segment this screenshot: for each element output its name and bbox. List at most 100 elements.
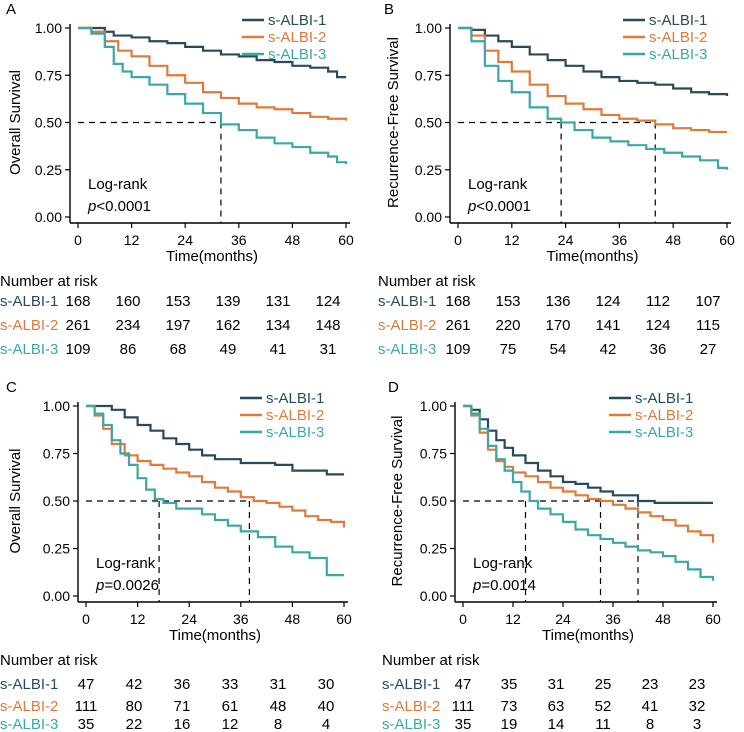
- x-tick-label: 24: [177, 232, 193, 248]
- legend-label: s-ALBI-1: [268, 12, 326, 29]
- p-value-number: =0.0014: [481, 577, 536, 594]
- p-value: p=0.0014: [472, 577, 536, 594]
- km-panel-b: B 0.00 0.25 0.50 0.75 1.00 0 12 24 36 48 60 Time(mon…: [378, 1, 735, 358]
- test-label: Log-rank: [88, 176, 148, 193]
- survival-curve-s-albi-1: [86, 404, 344, 476]
- p-value: p<0.0001: [87, 198, 151, 215]
- panel-letter: D: [388, 379, 399, 396]
- risk-value: 47: [455, 676, 472, 693]
- risk-value: 111: [452, 698, 475, 715]
- legend-label: s-ALBI-1: [649, 12, 707, 29]
- y-tick-label: 0.00: [35, 209, 62, 225]
- x-tick-label: 48: [285, 611, 301, 627]
- y-tick-label: 1.00: [415, 20, 442, 36]
- y-tick-label: 0.25: [415, 162, 442, 178]
- risk-value: 109: [65, 341, 90, 358]
- km-panel-d: D 0.00 0.25 0.50 0.75 1.00 0 12 24 36 48 60 Time(mon…: [382, 379, 721, 732]
- risk-value: 109: [445, 341, 470, 358]
- risk-table-header: Number at risk: [382, 652, 480, 669]
- risk-value: 197: [165, 317, 190, 334]
- survival-curve-s-albi-2: [86, 404, 346, 528]
- risk-row-label: s-ALBI-1: [382, 676, 440, 693]
- y-axis-label: Recurrence-Free Survival: [385, 37, 402, 208]
- x-tick-label: 60: [336, 611, 352, 627]
- risk-row-label: s-ALBI-2: [378, 317, 436, 334]
- risk-value: 220: [495, 317, 520, 334]
- risk-value: 52: [595, 698, 612, 715]
- x-tick-label: 36: [605, 611, 621, 627]
- risk-value: 131: [265, 293, 290, 310]
- x-tick-label: 60: [338, 232, 354, 248]
- risk-value: 153: [495, 293, 520, 310]
- risk-value: 22: [126, 716, 143, 732]
- risk-row-label: s-ALBI-3: [382, 716, 440, 732]
- risk-value: 111: [75, 698, 98, 715]
- km-panel-a: A 0.00 0.25 0.50 0.75 1.00 0 12 24 36 48 60 Time(mon…: [0, 1, 354, 358]
- risk-value: 41: [270, 341, 287, 358]
- risk-value: 54: [550, 341, 567, 358]
- survival-curve-s-albi-1: [78, 26, 346, 79]
- x-tick-label: 0: [454, 232, 462, 248]
- risk-value: 124: [645, 317, 670, 334]
- x-axis-label: Time(months): [169, 627, 261, 644]
- y-tick-label: 0.75: [415, 67, 442, 83]
- y-tick-label: 0.75: [43, 446, 70, 462]
- y-axis-label: Overall Survival: [7, 70, 24, 175]
- y-tick-label: 1.00: [43, 398, 70, 414]
- risk-row-label: s-ALBI-2: [382, 698, 440, 715]
- y-tick-label: 0.00: [420, 588, 447, 604]
- legend-label: s-ALBI-1: [635, 390, 693, 407]
- risk-value: 27: [700, 341, 717, 358]
- risk-value: 32: [689, 698, 706, 715]
- y-tick-label: 0.00: [43, 588, 70, 604]
- legend-label: s-ALBI-2: [266, 407, 324, 424]
- risk-value: 112: [646, 293, 670, 310]
- risk-value: 75: [500, 341, 517, 358]
- risk-row-label: s-ALBI-2: [0, 698, 58, 715]
- x-tick-label: 12: [130, 611, 146, 627]
- risk-value: 115: [696, 317, 720, 334]
- risk-value: 68: [170, 341, 187, 358]
- risk-value: 134: [265, 317, 290, 334]
- p-value: p<0.0001: [467, 198, 531, 215]
- legend-label: s-ALBI-3: [268, 46, 326, 63]
- risk-value: 47: [78, 676, 95, 693]
- risk-value: 35: [501, 676, 518, 693]
- test-label: Log-rank: [468, 176, 528, 193]
- risk-value: 124: [315, 293, 340, 310]
- risk-row-label: s-ALBI-1: [0, 293, 58, 310]
- risk-row-label: s-ALBI-2: [0, 317, 58, 334]
- risk-value: 234: [115, 317, 140, 334]
- risk-value: 124: [595, 293, 620, 310]
- risk-value: 30: [318, 676, 335, 693]
- risk-value: 8: [274, 716, 282, 732]
- risk-value: 31: [320, 341, 337, 358]
- x-tick-label: 60: [705, 611, 721, 627]
- risk-value: 61: [222, 698, 239, 715]
- risk-value: 168: [445, 293, 470, 310]
- risk-value: 4: [322, 716, 330, 732]
- risk-table-header: Number at risk: [378, 273, 476, 290]
- legend-label: s-ALBI-2: [635, 407, 693, 424]
- risk-value: 139: [215, 293, 240, 310]
- risk-value: 63: [548, 698, 565, 715]
- risk-value: 80: [126, 698, 143, 715]
- survival-curve-s-albi-3: [463, 404, 715, 581]
- x-axis-label: Time(months): [542, 627, 634, 644]
- y-tick-label: 1.00: [420, 398, 447, 414]
- x-tick-label: 36: [231, 232, 247, 248]
- p-value-number: <0.0001: [96, 198, 151, 215]
- x-tick-label: 0: [459, 611, 467, 627]
- y-tick-label: 1.00: [35, 20, 62, 36]
- risk-row-label: s-ALBI-3: [0, 716, 58, 732]
- survival-curve-s-albi-3: [458, 26, 729, 170]
- legend-label: s-ALBI-2: [268, 29, 326, 46]
- x-tick-label: 0: [74, 232, 82, 248]
- risk-value: 107: [695, 293, 720, 310]
- x-tick-label: 12: [504, 232, 520, 248]
- legend-label: s-ALBI-3: [635, 424, 693, 441]
- x-tick-label: 48: [665, 232, 681, 248]
- y-tick-label: 0.75: [35, 67, 62, 83]
- panel-letter: B: [384, 1, 394, 18]
